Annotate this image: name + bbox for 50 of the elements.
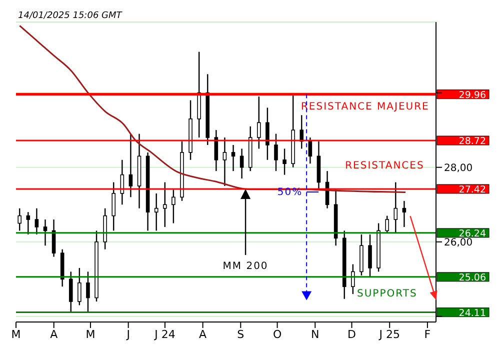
annotation: RESISTANCE MAJEURE <box>301 101 430 112</box>
candlestick <box>257 96 261 150</box>
ref-line-label: 24.11 <box>458 308 486 319</box>
candlestick <box>172 189 176 224</box>
ref-line-label: 25.06 <box>458 272 486 284</box>
candlestick <box>394 182 398 234</box>
annotation: SUPPORTS <box>357 288 418 300</box>
x-tick-label: J <box>126 328 130 341</box>
x-tick-label: O <box>272 328 282 341</box>
annotation: 50% <box>277 186 303 198</box>
candlestick <box>154 192 158 232</box>
candlestick <box>274 133 278 172</box>
candlestick <box>26 211 30 236</box>
ref-line-label: 29.96 <box>458 90 486 101</box>
x-tick-label: F <box>424 328 431 341</box>
x-tick-label: D <box>348 328 356 341</box>
candlestick <box>266 107 270 160</box>
x-tick-label: M <box>86 328 96 341</box>
ref-line-label: 27.42 <box>458 184 486 196</box>
candlestick <box>43 218 48 246</box>
candlestick <box>34 208 39 236</box>
y-tick-label: 26,00 <box>444 237 473 248</box>
x-tick-label: M <box>11 328 21 341</box>
x-tick-label: J 25 <box>378 328 400 341</box>
candlestick <box>282 148 286 176</box>
y-tick-label: 28,00 <box>444 162 473 174</box>
candlestick <box>112 182 116 232</box>
candlestick <box>128 133 133 198</box>
x-tick-label: S <box>237 328 244 341</box>
candlestick <box>78 267 82 306</box>
x-tick-label: A <box>199 328 208 341</box>
ref-line-label: 28.72 <box>458 136 486 148</box>
candlestick <box>162 182 167 228</box>
candlestick <box>222 136 227 187</box>
candlestick <box>300 114 304 150</box>
annotation: MM 200 <box>222 260 268 272</box>
x-tick-label: N <box>311 328 320 341</box>
candlestick <box>385 215 389 234</box>
annotation: RESISTANCES <box>345 160 424 172</box>
x-tick-label: A <box>50 328 58 341</box>
candlestick <box>402 200 406 228</box>
candlestick <box>351 264 355 295</box>
candlestick <box>18 208 22 232</box>
candlestick <box>86 271 90 313</box>
candlestick <box>68 271 73 313</box>
x-tick-label: J 24 <box>154 328 176 341</box>
text: 14/01/2025 15:06 GMT <box>18 11 124 21</box>
candlestick <box>231 144 236 172</box>
ref-line-label: 26.24 <box>458 228 486 240</box>
candlestick <box>368 234 372 278</box>
